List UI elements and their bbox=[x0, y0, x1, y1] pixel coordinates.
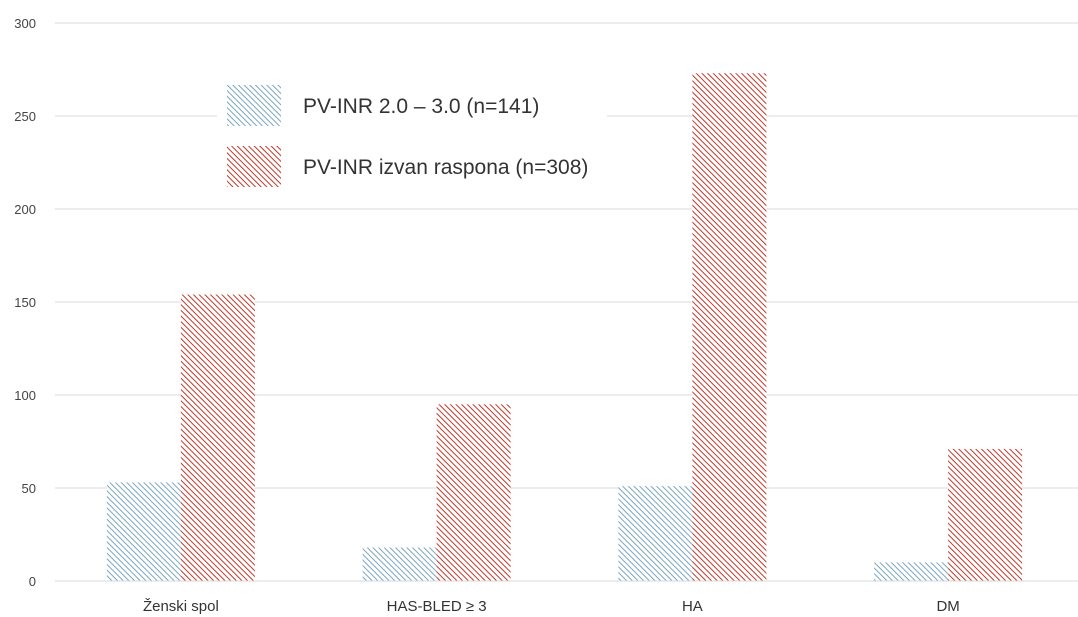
bar-out-of-range bbox=[692, 73, 767, 581]
y-tick-label: 100 bbox=[14, 388, 36, 403]
bar-in-range bbox=[106, 482, 181, 581]
legend-swatch bbox=[227, 85, 281, 126]
y-tick-label: 200 bbox=[14, 202, 36, 217]
bar-out-of-range bbox=[180, 294, 255, 581]
legend-swatch bbox=[227, 146, 281, 187]
x-tick-label: Ženski spol bbox=[143, 598, 219, 615]
bar-in-range bbox=[618, 486, 693, 581]
y-tick-label: 300 bbox=[14, 16, 36, 31]
legend: PV-INR 2.0 – 3.0 (n=141) PV-INR izvan ras… bbox=[217, 70, 607, 200]
legend-background bbox=[217, 70, 607, 200]
y-tick-label: 150 bbox=[14, 295, 36, 310]
x-axis-ticks: Ženski spol HAS-BLED ≥ 3 HA DM bbox=[143, 598, 960, 615]
legend-label: PV-INR 2.0 – 3.0 (n=141) bbox=[303, 95, 539, 118]
legend-label: PV-INR izvan raspona (n=308) bbox=[303, 156, 588, 179]
bar-in-range bbox=[362, 547, 437, 581]
bars bbox=[106, 73, 1023, 581]
y-tick-label: 50 bbox=[22, 481, 36, 496]
y-axis-ticks: 0 50 100 150 200 250 300 bbox=[14, 16, 36, 589]
x-tick-label: HA bbox=[682, 598, 703, 615]
y-tick-label: 250 bbox=[14, 109, 36, 124]
y-tick-label: 0 bbox=[29, 574, 36, 589]
bar-out-of-range bbox=[436, 404, 511, 581]
bar-in-range bbox=[874, 562, 949, 581]
x-tick-label: HAS-BLED ≥ 3 bbox=[387, 598, 487, 615]
bar-out-of-range bbox=[948, 448, 1023, 581]
x-tick-label: DM bbox=[936, 598, 959, 615]
